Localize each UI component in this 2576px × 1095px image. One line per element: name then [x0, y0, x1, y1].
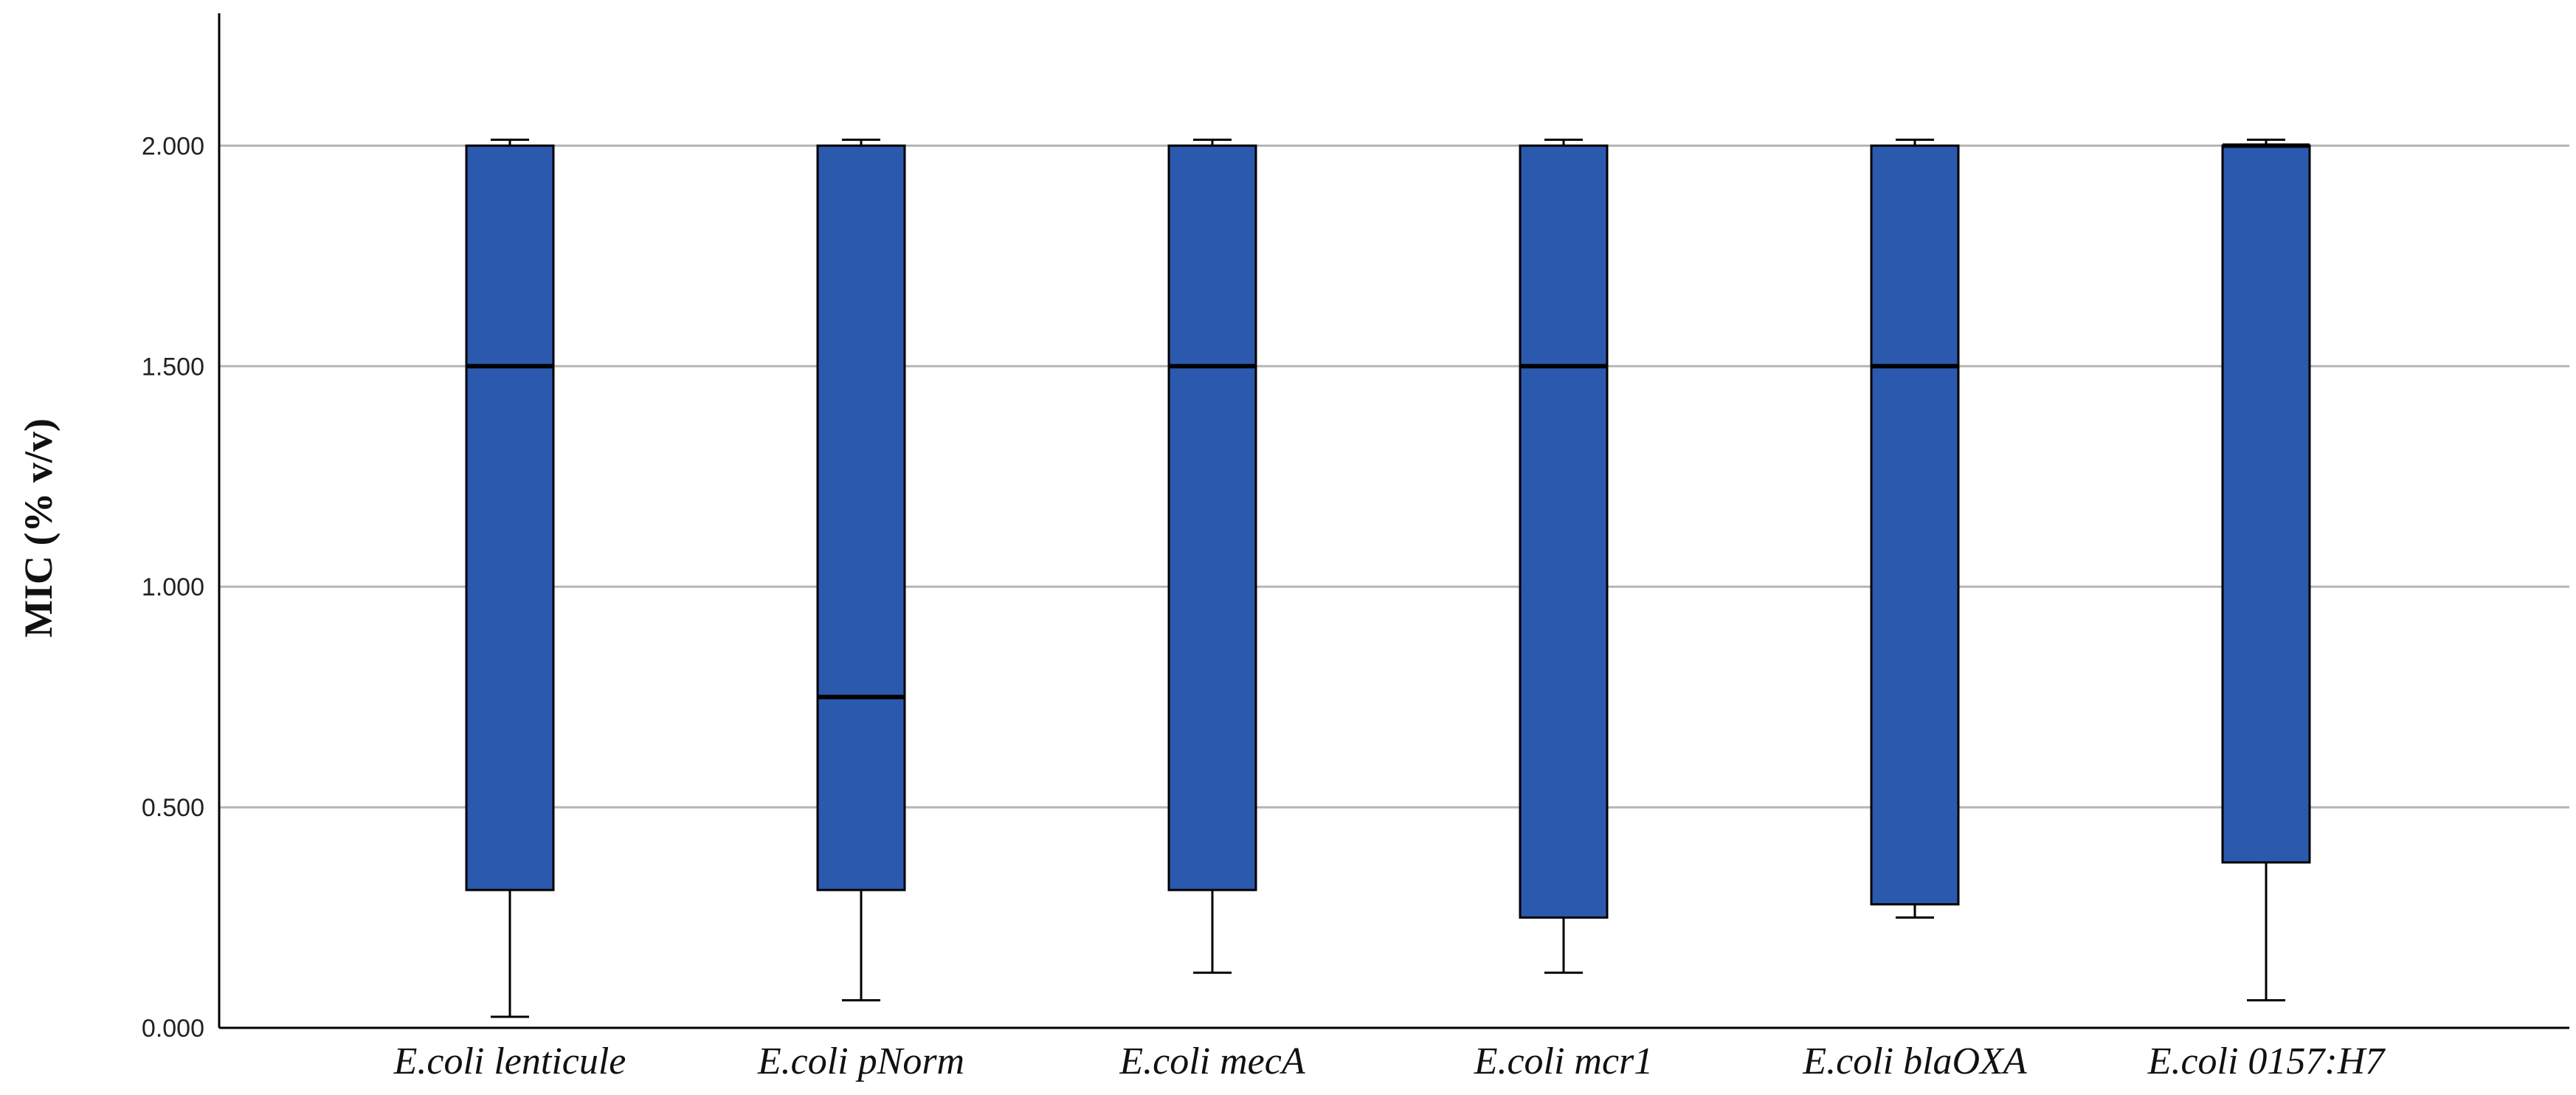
- x-tick-label: E.coli mecA: [1119, 1040, 1305, 1082]
- y-axis-label: MIC (% v/v): [16, 418, 61, 638]
- box-1: [465, 138, 555, 1018]
- box-2: [816, 138, 906, 1002]
- box-rect: [1870, 144, 1960, 906]
- y-tick-label: 2.000: [142, 132, 204, 160]
- box-rect: [1167, 144, 1257, 891]
- x-tick-label: E.coli mcr1: [1474, 1040, 1654, 1082]
- box-rect: [1519, 144, 1609, 919]
- x-tick-label: E.coli 0157:H7: [2147, 1040, 2386, 1082]
- boxes: [465, 138, 2311, 1018]
- y-tick-label: 1.000: [142, 573, 204, 601]
- x-tick-label: E.coli blaOXA: [1802, 1040, 2027, 1082]
- box-4: [1519, 138, 1609, 974]
- box-6: [2221, 138, 2311, 1002]
- y-axis-ticks: 0.000 0.500 1.000 1.500 2.000: [142, 132, 204, 1043]
- box-rect: [816, 144, 906, 891]
- x-tick-label: E.coli pNorm: [757, 1040, 964, 1082]
- x-axis-ticks: E.coli lenticule E.coli pNorm E.coli mecA E…: [393, 1040, 2386, 1082]
- box-5: [1870, 138, 1960, 919]
- y-tick-label: 1.500: [142, 353, 204, 381]
- y-tick-label: 0.500: [142, 794, 204, 822]
- box-rect: [465, 144, 555, 891]
- grid-lines: [219, 144, 2569, 809]
- x-tick-label: E.coli lenticule: [393, 1040, 626, 1082]
- box-3: [1167, 138, 1257, 974]
- y-tick-label: 0.000: [142, 1015, 204, 1043]
- box-rect: [2221, 144, 2311, 864]
